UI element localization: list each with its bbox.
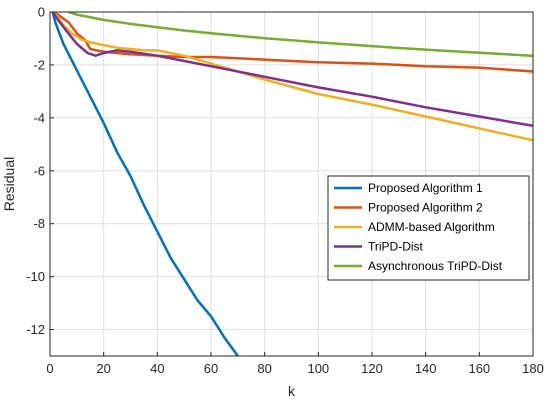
x-tick-label: 160: [468, 361, 490, 376]
x-tick-label: 120: [361, 361, 383, 376]
legend-label-3: ADMM-based Algorithm: [368, 220, 495, 234]
x-tick-label: 100: [307, 361, 329, 376]
axis-ticks: 0 20 40 60 80 100 120 140 160 180 0 -2 -4 -6 -8 -10 -12: [26, 5, 544, 377]
y-tick-label: -10: [26, 269, 45, 284]
x-tick-label: 80: [257, 361, 271, 376]
legend-label-2: Proposed Algorithm 2: [368, 201, 483, 215]
x-tick-label: 0: [46, 361, 53, 376]
y-tick-label: -2: [33, 57, 45, 72]
series-line-3: [51, 12, 533, 142]
y-tick-label: -12: [26, 322, 45, 337]
legend: Proposed Algorithm 1 Proposed Algorithm 2…: [327, 175, 530, 281]
x-tick-label: 60: [204, 361, 218, 376]
series-layer: [51, 12, 533, 356]
x-tick-label: 40: [150, 361, 164, 376]
legend-label-4: TriPD-Dist: [368, 240, 424, 254]
y-axis-label: Residual: [1, 157, 17, 211]
series-line-5: [67, 12, 533, 58]
x-axis-label: k: [288, 383, 296, 399]
y-tick-label: -6: [33, 163, 45, 178]
y-tick-label: -8: [33, 216, 45, 231]
y-tick-label: 0: [38, 5, 45, 20]
series-line-1: [51, 12, 240, 356]
x-tick-label: 20: [96, 361, 110, 376]
x-tick-label: 140: [415, 361, 437, 376]
plot-frame: [49, 11, 534, 357]
y-tick-label: -4: [33, 110, 45, 125]
legend-label-1: Proposed Algorithm 1: [368, 181, 483, 195]
x-tick-label: 180: [522, 361, 544, 376]
series-line-4: [51, 12, 533, 128]
legend-label-5: Asynchronous TriPD-Dist: [368, 259, 503, 273]
